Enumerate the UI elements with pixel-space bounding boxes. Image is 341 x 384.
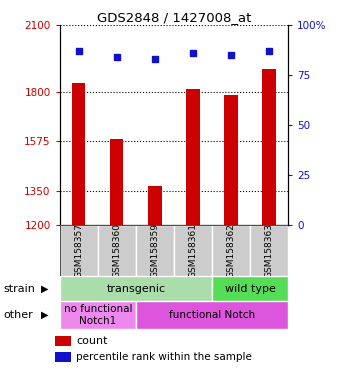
Bar	[55, 352, 71, 362]
Bar	[98, 225, 136, 276]
Bar	[212, 276, 288, 301]
Text: ▶: ▶	[41, 310, 48, 320]
Bar	[212, 225, 250, 276]
Point	[190, 50, 196, 56]
Bar	[174, 225, 212, 276]
Point	[76, 48, 81, 54]
Text: wild type: wild type	[225, 283, 276, 294]
Bar	[110, 139, 123, 225]
Bar	[224, 95, 238, 225]
Point	[152, 56, 158, 62]
Bar	[263, 70, 276, 225]
Point	[114, 54, 119, 60]
Bar	[136, 225, 174, 276]
Bar	[60, 301, 136, 329]
Text: GSM158361: GSM158361	[189, 223, 197, 278]
Text: GSM158360: GSM158360	[112, 223, 121, 278]
Text: other: other	[3, 310, 33, 320]
Bar	[250, 225, 288, 276]
Text: functional Notch: functional Notch	[169, 310, 255, 320]
Text: GSM158363: GSM158363	[265, 223, 273, 278]
Point	[228, 52, 234, 58]
Text: count: count	[76, 336, 108, 346]
Bar	[72, 83, 85, 225]
Text: ▶: ▶	[41, 283, 48, 294]
Text: GSM158362: GSM158362	[226, 223, 236, 278]
Point	[266, 48, 272, 54]
Bar	[60, 276, 212, 301]
Text: transgenic: transgenic	[106, 283, 165, 294]
Text: GSM158359: GSM158359	[150, 223, 159, 278]
Text: GSM158357: GSM158357	[74, 223, 83, 278]
Bar	[148, 186, 162, 225]
Title: GDS2848 / 1427008_at: GDS2848 / 1427008_at	[97, 11, 251, 24]
Text: percentile rank within the sample: percentile rank within the sample	[76, 352, 252, 362]
Bar	[186, 89, 199, 225]
Text: no functional
Notch1: no functional Notch1	[63, 304, 132, 326]
Bar	[55, 336, 71, 346]
Bar	[60, 225, 98, 276]
Bar	[136, 301, 288, 329]
Text: strain: strain	[3, 283, 35, 294]
